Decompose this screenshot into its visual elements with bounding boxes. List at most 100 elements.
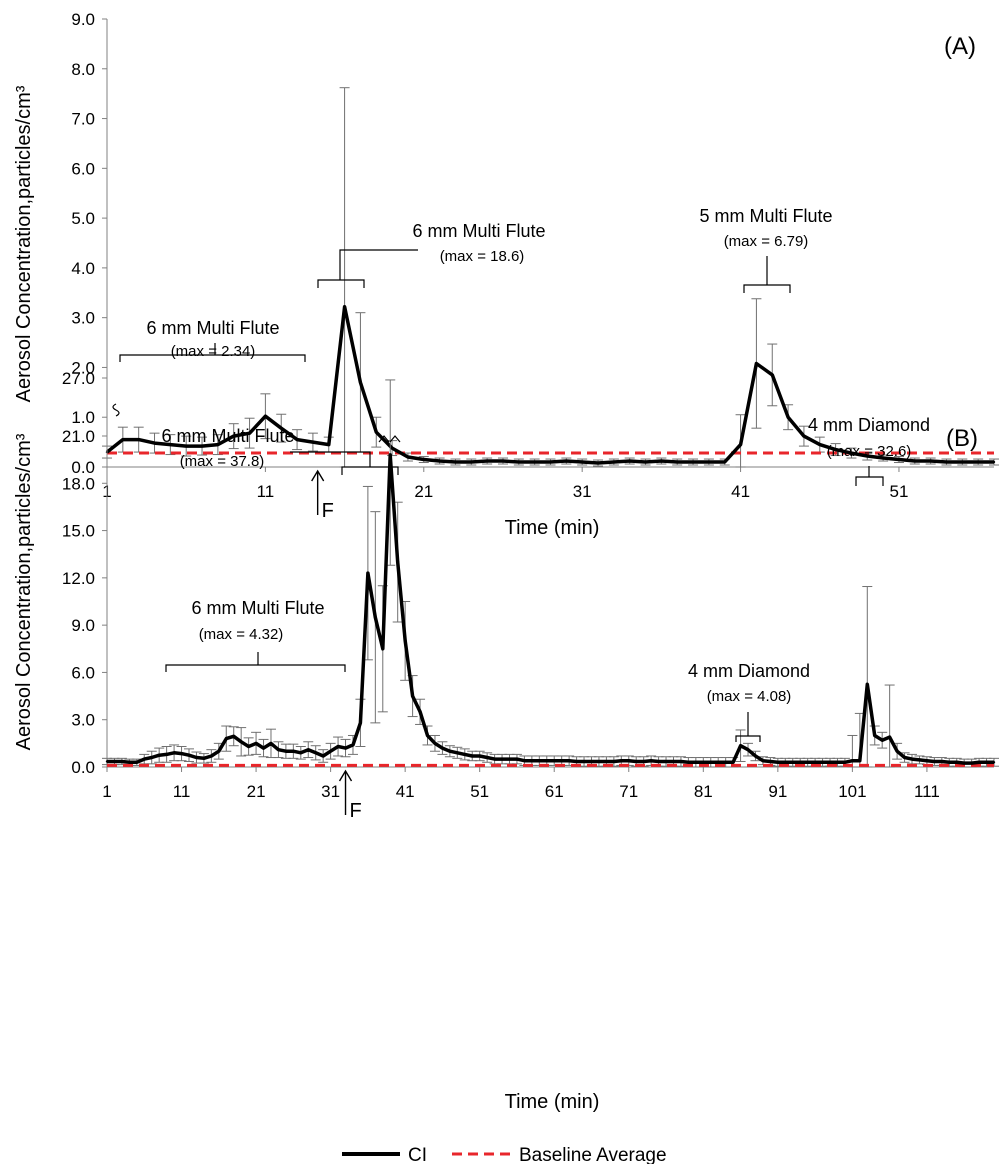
data-point [970, 761, 973, 765]
data-point [343, 305, 346, 308]
annotation-max: (max = 2.34) [171, 343, 256, 360]
x-tick-label: 91 [768, 782, 787, 801]
data-point [888, 735, 891, 739]
data-point [933, 760, 936, 763]
data-point [530, 759, 534, 762]
data-point [580, 460, 584, 464]
panel-a-annotation-2: 6 mm Multi Flute (max = 18.6) [317, 221, 546, 288]
data-point [605, 760, 608, 763]
y-tick-label: 7.0 [71, 110, 95, 129]
x-tick-label: 111 [914, 782, 940, 801]
data-point [381, 647, 384, 650]
series-line-ci [107, 453, 994, 765]
data-point [565, 459, 568, 463]
data-point [802, 434, 806, 438]
x-tick-label: 11 [173, 782, 191, 801]
data-point [426, 734, 429, 737]
x-tick-label: 71 [619, 782, 638, 801]
data-point [553, 759, 556, 762]
annotation-title: 6 mm Multi Flute [146, 318, 279, 338]
data-point [791, 761, 794, 764]
data-point [517, 460, 521, 464]
data-point [254, 742, 258, 745]
data-point [560, 759, 563, 762]
data-point [784, 761, 787, 764]
data-point [739, 443, 742, 446]
panel-b-annotation-2: 6 mm Multi Flute (max = 37.8) [161, 426, 399, 475]
panel-a-plot: 0.01.02.03.04.05.06.07.08.09.01 11 21 31 41 5… [71, 10, 999, 522]
data-point [992, 761, 996, 764]
data-point [248, 431, 251, 435]
annotation-max: (max = 6.79) [724, 233, 809, 250]
data-point [366, 571, 370, 575]
panel-b-ylabel: Aerosol Concentration,particles/cm³ [13, 433, 35, 750]
data-point [411, 694, 414, 698]
data-point [769, 760, 772, 763]
data-point [359, 381, 362, 384]
data-point [508, 757, 511, 761]
data-point [590, 760, 593, 763]
data-point [454, 460, 457, 464]
y-tick-label: 6.0 [71, 663, 95, 682]
data-point [314, 751, 317, 755]
data-point [657, 760, 660, 763]
y-tick-label: 2.0 [71, 358, 95, 377]
data-point [596, 461, 600, 465]
data-point [471, 754, 474, 758]
data-point [295, 438, 299, 441]
x-tick-label: 51 [470, 782, 489, 801]
data-point [501, 459, 505, 463]
panel-b-annotation-3: 4 mm Diamond (max = 4.08) [688, 661, 810, 742]
data-point [327, 443, 330, 446]
data-point [202, 757, 206, 760]
data-point [280, 426, 283, 430]
data-point [239, 740, 243, 743]
data-point [217, 750, 221, 753]
data-point [232, 735, 235, 738]
y-tick-label: 5.0 [71, 209, 95, 228]
data-point [120, 760, 124, 763]
data-point [612, 460, 616, 464]
data-point [866, 683, 869, 686]
data-point [299, 751, 302, 755]
data-point [948, 761, 951, 764]
data-point [351, 743, 355, 747]
annotation-title: 4 mm Diamond [688, 661, 810, 681]
data-point [649, 759, 653, 762]
data-point [374, 616, 377, 619]
data-point [828, 761, 832, 764]
data-point [172, 751, 176, 755]
x-tick-label: 31 [321, 782, 340, 801]
data-point [269, 742, 273, 745]
data-point [739, 744, 742, 747]
data-point [485, 756, 489, 759]
data-point [438, 459, 441, 463]
data-point [165, 753, 168, 756]
data-point [910, 757, 914, 761]
data-point [549, 460, 552, 464]
data-point [866, 454, 869, 458]
data-point [903, 756, 906, 759]
data-point [858, 759, 862, 762]
x-tick-label: 101 [838, 782, 866, 801]
data-point [731, 761, 735, 764]
data-point [834, 448, 837, 451]
data-point [664, 760, 668, 763]
data-point [612, 760, 616, 763]
x-tick-label: 51 [890, 482, 909, 501]
data-point [992, 460, 996, 464]
data-point [977, 761, 981, 764]
data-point [672, 760, 675, 763]
peak-break-mark [378, 435, 401, 443]
legend: CI Baseline Average [342, 1145, 667, 1164]
y-tick-label: 3.0 [71, 309, 95, 328]
data-point [390, 446, 394, 450]
panel-a-annotation-1: 6 mm Multi Flute (max = 2.34) [119, 318, 306, 362]
data-point [836, 761, 839, 764]
data-point [786, 416, 790, 419]
data-point [478, 754, 481, 758]
data-point [929, 459, 932, 463]
data-point [918, 758, 921, 762]
data-point [113, 760, 116, 763]
data-point [121, 438, 125, 441]
